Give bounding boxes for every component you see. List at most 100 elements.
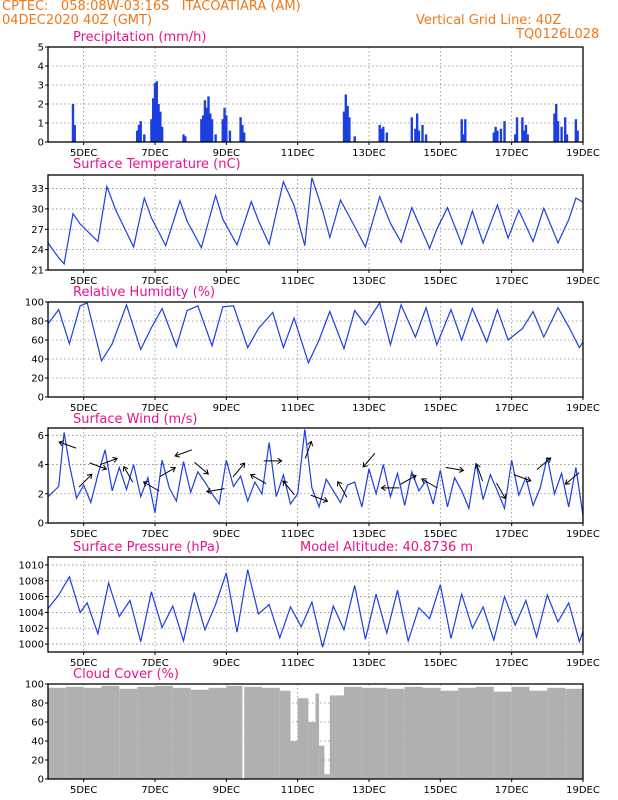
x-tick-label: 15DEC xyxy=(423,148,457,159)
precip-bar xyxy=(210,119,214,142)
cloud-bar xyxy=(458,687,476,779)
x-tick-label: 13DEC xyxy=(352,658,386,669)
x-tick-label: 13DEC xyxy=(352,276,386,287)
precip-bar xyxy=(225,115,228,142)
series-line xyxy=(47,569,584,648)
y-tick-label: 40 xyxy=(31,355,44,366)
wind-arrow xyxy=(362,452,376,468)
y-tick-label: 0 xyxy=(38,393,44,404)
cloud-bar xyxy=(172,687,191,779)
precip-bar xyxy=(135,130,139,142)
x-tick-label: 5DEC xyxy=(70,403,97,414)
precip-bar xyxy=(200,119,203,142)
model-altitude: Model Altitude: 40.8736 m xyxy=(300,540,473,555)
y-tick-label: 3 xyxy=(38,81,44,92)
wind-arrow xyxy=(78,473,93,488)
series-line xyxy=(47,177,584,266)
header-grid-note: Vertical Grid Line: 40Z xyxy=(416,13,562,28)
cloud-bar xyxy=(440,690,459,779)
wind-arrow xyxy=(380,484,400,492)
cloud-bar xyxy=(493,691,512,779)
y-tick-label: 1 xyxy=(38,119,44,130)
precip-bar xyxy=(503,121,506,142)
pressure-title: Surface Pressure (hPa) xyxy=(73,540,220,555)
precip-bar xyxy=(342,111,346,142)
precip-bar xyxy=(574,119,578,142)
precip-bar xyxy=(182,134,185,142)
y-tick-label: 21 xyxy=(31,266,44,277)
precip-bar xyxy=(228,130,232,142)
precip-bar xyxy=(555,104,558,142)
x-tick-label: 17DEC xyxy=(495,403,529,414)
wind-arrow xyxy=(89,462,108,471)
cloud-bar xyxy=(329,695,345,779)
wind-arrow xyxy=(282,480,295,496)
wind-arrow xyxy=(232,462,246,478)
wind-arrow xyxy=(58,440,77,449)
y-tick-label: 33 xyxy=(31,184,44,195)
precip-bar xyxy=(159,111,162,142)
x-tick-label: 7DEC xyxy=(141,148,168,159)
precip-bar xyxy=(421,124,424,142)
cloud-bar xyxy=(315,693,320,779)
precip-bar xyxy=(415,113,419,142)
wind-arrow xyxy=(536,457,552,470)
cloud-bar xyxy=(65,686,84,779)
x-tick-label: 19DEC xyxy=(566,148,600,159)
precip-title: Precipitation (mm/h) xyxy=(73,30,206,45)
x-tick-label: 11DEC xyxy=(281,276,315,287)
precip-bar xyxy=(499,128,503,142)
cloud-bar xyxy=(529,690,548,779)
precip-bar xyxy=(73,124,76,142)
precip-bar xyxy=(556,121,560,142)
x-tick-label: 15DEC xyxy=(423,785,457,796)
x-tick-label: 9DEC xyxy=(213,403,240,414)
wind-arrow xyxy=(304,440,314,459)
wind-arrow xyxy=(496,482,507,500)
y-tick-label: 40 xyxy=(31,737,44,748)
precip-bar xyxy=(576,130,579,142)
precip-bar xyxy=(201,115,205,142)
cloud-bar xyxy=(476,686,494,779)
precip-bar xyxy=(460,119,463,142)
cloud-bar xyxy=(190,689,209,779)
precip-bar xyxy=(214,134,217,142)
precip-bar xyxy=(241,124,244,142)
y-tick-label: 0 xyxy=(38,138,44,149)
precip-bar xyxy=(380,128,383,142)
precip-bar xyxy=(378,124,381,142)
y-tick-label: 0 xyxy=(38,519,44,530)
y-tick-label: 6 xyxy=(38,431,44,442)
x-tick-label: 9DEC xyxy=(213,785,240,796)
wind-arrow xyxy=(513,474,532,483)
x-tick-label: 9DEC xyxy=(213,276,240,287)
y-tick-label: 1004 xyxy=(19,608,44,619)
wind-arrow xyxy=(122,465,134,483)
cloud-bar xyxy=(48,687,66,779)
precip-bar xyxy=(223,107,226,142)
x-tick-label: 5DEC xyxy=(70,658,97,669)
x-tick-label: 19DEC xyxy=(566,403,600,414)
precip-bar xyxy=(205,107,208,142)
x-tick-label: 17DEC xyxy=(495,529,529,540)
wind-title: Surface Wind (m/s) xyxy=(73,412,197,427)
x-tick-label: 9DEC xyxy=(213,529,240,540)
cloud-bar xyxy=(511,686,530,779)
precip-bar xyxy=(209,113,212,142)
y-tick-label: 1002 xyxy=(19,624,44,635)
y-tick-label: 30 xyxy=(31,204,44,215)
precip-bar xyxy=(221,119,224,142)
precip-bar xyxy=(239,117,242,142)
wind-arrow xyxy=(564,472,580,485)
cloud-bar xyxy=(226,685,243,779)
cloud-bar xyxy=(83,687,102,779)
x-tick-label: 17DEC xyxy=(495,785,529,796)
x-tick-label: 5DEC xyxy=(70,785,97,796)
wind-arrow xyxy=(205,487,225,495)
x-tick-label: 7DEC xyxy=(141,658,168,669)
x-tick-label: 5DEC xyxy=(70,276,97,287)
y-tick-label: 20 xyxy=(31,374,44,385)
x-tick-label: 13DEC xyxy=(352,785,386,796)
precip-bar xyxy=(348,117,351,142)
x-tick-label: 5DEC xyxy=(70,148,97,159)
